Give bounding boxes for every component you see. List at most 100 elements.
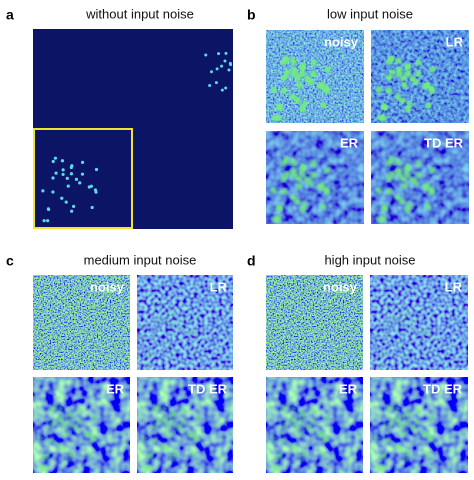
spot [290,414,298,422]
spot [180,407,187,414]
spot [301,202,308,209]
spot [160,442,167,449]
spot [400,175,407,183]
spot [290,70,298,78]
spot [87,185,91,189]
spot [169,418,176,426]
spot [281,58,288,66]
spot [384,422,392,430]
spot [224,86,228,90]
spot [323,436,330,444]
spot [146,464,153,471]
spot [411,427,418,434]
spot [283,418,291,425]
spot [375,187,383,194]
spot [276,204,283,211]
spot [399,423,406,430]
spot [187,431,194,438]
spot [62,430,70,438]
spot [323,87,331,95]
spot [394,316,402,324]
spot [387,418,395,425]
spot [395,171,403,179]
spot [316,431,323,438]
spot [223,59,227,63]
spot [80,160,85,164]
spot [412,179,419,187]
spot [403,412,410,419]
spot [403,310,410,317]
spot [209,70,213,74]
spot [217,52,221,56]
spot [290,419,298,426]
spot [317,82,324,90]
spot [72,204,76,209]
spot [64,200,68,204]
spot [74,427,81,434]
texture [33,275,130,370]
spot [380,215,387,223]
spot [388,69,396,77]
spot [160,339,167,347]
spot [161,419,168,426]
spot [298,418,306,426]
spot [323,414,331,421]
spot [41,189,45,193]
spot [324,167,331,174]
spot [227,68,231,72]
spot [387,315,395,322]
spot [414,305,421,312]
spot [46,207,51,211]
spot [294,198,301,205]
spot [289,405,297,413]
spot [83,431,90,438]
spot [164,446,171,453]
spot [51,159,55,164]
spot [374,435,382,442]
image-label: LR [210,279,228,294]
image-label: ER [339,381,358,396]
spot [381,103,388,110]
spot [65,176,69,180]
image: LR [370,275,468,370]
spot [94,190,98,194]
spot [307,179,314,187]
spot [290,57,297,65]
spot [403,316,410,323]
spot [415,59,422,66]
spot [394,405,401,413]
spot [386,159,393,167]
spot [319,451,326,459]
spot [228,61,232,65]
spot [193,334,200,341]
spot [160,303,168,310]
image: noisy [266,275,363,370]
spot [151,304,159,311]
spot [393,442,400,449]
spot [280,175,288,182]
spot [146,361,153,369]
spot [141,332,148,340]
spot [90,205,94,210]
spot [381,204,388,211]
spot [56,405,64,413]
panel-label: d [247,253,256,269]
spot [165,423,172,430]
spot [388,170,396,178]
spot [428,414,435,421]
spot [298,412,306,419]
spot [414,407,421,414]
spot [280,436,287,443]
spot [399,97,406,104]
spot [415,160,422,167]
spot [385,175,393,182]
spot [151,333,158,341]
spot [280,406,288,414]
spot [406,101,413,108]
spot [319,203,327,210]
spot [429,66,436,73]
spot [290,158,297,166]
image-label: TD ER [188,381,228,396]
spot [146,350,154,357]
spot [400,430,407,438]
